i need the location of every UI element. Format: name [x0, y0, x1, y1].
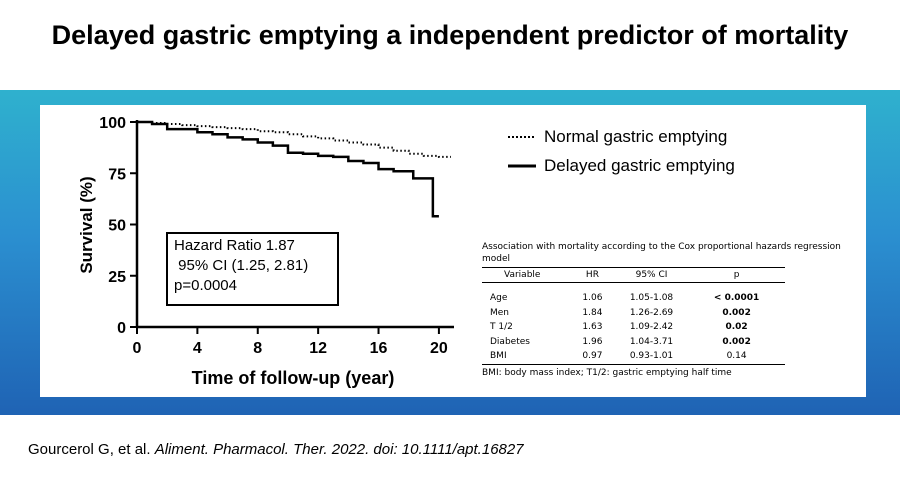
x-tick-label: 12: [309, 340, 327, 357]
cell-p: 0.002: [722, 307, 751, 318]
cell-ci: 1.26-2.69: [629, 307, 674, 318]
cell-hr: 0.97: [570, 349, 615, 365]
cell-ci: 1.09-2.42: [629, 322, 674, 333]
x-tick-label: 16: [370, 340, 388, 357]
cell-variable: T 1/2: [490, 322, 513, 333]
table-row: T 1/2 1.63 1.09-2.42 0.02: [482, 320, 785, 335]
table-row: Diabetes 1.96 1.04-3.71 0.002: [482, 335, 785, 350]
cell-variable: Diabetes: [490, 336, 530, 347]
normal-emptying-curve: [137, 121, 451, 158]
confidence-interval-text: 95% CI (1.25, 2.81): [174, 257, 309, 274]
cox-regression-table: Association with mortality according to …: [482, 241, 864, 379]
chart-axes: 0 25 50 75 100 0 4 8 12 16 20: [99, 115, 454, 357]
cell-p: 0.02: [725, 322, 748, 333]
citation-authors: Gourcerol G, et al.: [28, 441, 155, 458]
legend-item-delayed: Delayed gastric emptying: [544, 155, 735, 177]
citation-journal: Aliment. Pharmacol. Ther. 2022. doi: 10.…: [154, 441, 524, 458]
y-tick-label: 75: [108, 166, 126, 183]
y-tick-label: 25: [108, 269, 126, 286]
legend-item-normal: Normal gastric emptying: [544, 126, 727, 148]
column-header-ci: 95% CI: [614, 267, 689, 283]
legend-label-normal: Normal gastric emptying: [544, 127, 728, 146]
table-row: Men 1.84 1.26-2.69 0.002: [482, 306, 785, 321]
cell-p: < 0.0001: [713, 293, 760, 304]
cell-hr: 1.63: [582, 322, 603, 333]
cell-hr: 1.84: [582, 307, 603, 318]
hazard-ratio-text: Hazard Ratio 1.87: [174, 237, 295, 254]
x-tick-label: 20: [430, 340, 448, 357]
y-tick-label: 0: [117, 320, 126, 337]
cell-ci: 0.93-1.01: [614, 349, 689, 365]
x-tick-label: 4: [193, 340, 202, 357]
cell-p: 0.002: [722, 336, 751, 347]
table-header-row: Variable HR 95% CI p: [482, 267, 785, 283]
citation: Gourcerol G, et al. Aliment. Pharmacol. …: [28, 441, 524, 458]
column-header-hr: HR: [570, 267, 615, 283]
x-tick-label: 0: [133, 340, 142, 357]
survival-chart: 0 25 50 75 100 0 4 8 12 16 20 Survival (%) Time of…: [77, 115, 536, 388]
y-axis-label: Survival (%): [77, 176, 96, 273]
cell-p: 0.14: [688, 349, 785, 365]
chart-series: [137, 120, 451, 218]
y-tick-label: 100: [99, 115, 126, 132]
column-header-variable: Variable: [482, 267, 571, 283]
column-header-p: p: [688, 267, 785, 283]
table-caption: Association with mortality according to …: [482, 242, 841, 264]
hazard-ratio-box: Hazard Ratio 1.87 95% CI (1.25, 2.81) p=…: [166, 232, 339, 306]
cell-variable: BMI: [482, 349, 571, 365]
cell-ci: 1.05-1.08: [629, 293, 674, 304]
table-row: Age 1.06 1.05-1.08 < 0.0001: [482, 283, 785, 306]
cell-variable: Age: [490, 293, 508, 304]
x-tick-label: 8: [253, 340, 262, 357]
x-axis-label: Time of follow-up (year): [192, 368, 395, 388]
table-footnote: BMI: body mass index; T1/2: gastric empt…: [482, 367, 732, 378]
cell-hr: 1.06: [582, 293, 603, 304]
cell-variable: Men: [490, 307, 510, 318]
table-row: BMI 0.97 0.93-1.01 0.14: [482, 349, 785, 365]
cell-ci: 1.04-3.71: [629, 336, 674, 347]
slide-title: Delayed gastric emptying a independent p…: [51, 20, 849, 50]
delayed-emptying-curve: [137, 120, 439, 218]
legend-label-delayed: Delayed gastric emptying: [544, 156, 735, 175]
cell-hr: 1.96: [582, 336, 603, 347]
table-grid: Variable HR 95% CI p Age 1.06 1.05-1.08 …: [482, 267, 785, 365]
p-value-text: p=0.0004: [174, 277, 237, 294]
y-tick-label: 50: [108, 218, 126, 235]
